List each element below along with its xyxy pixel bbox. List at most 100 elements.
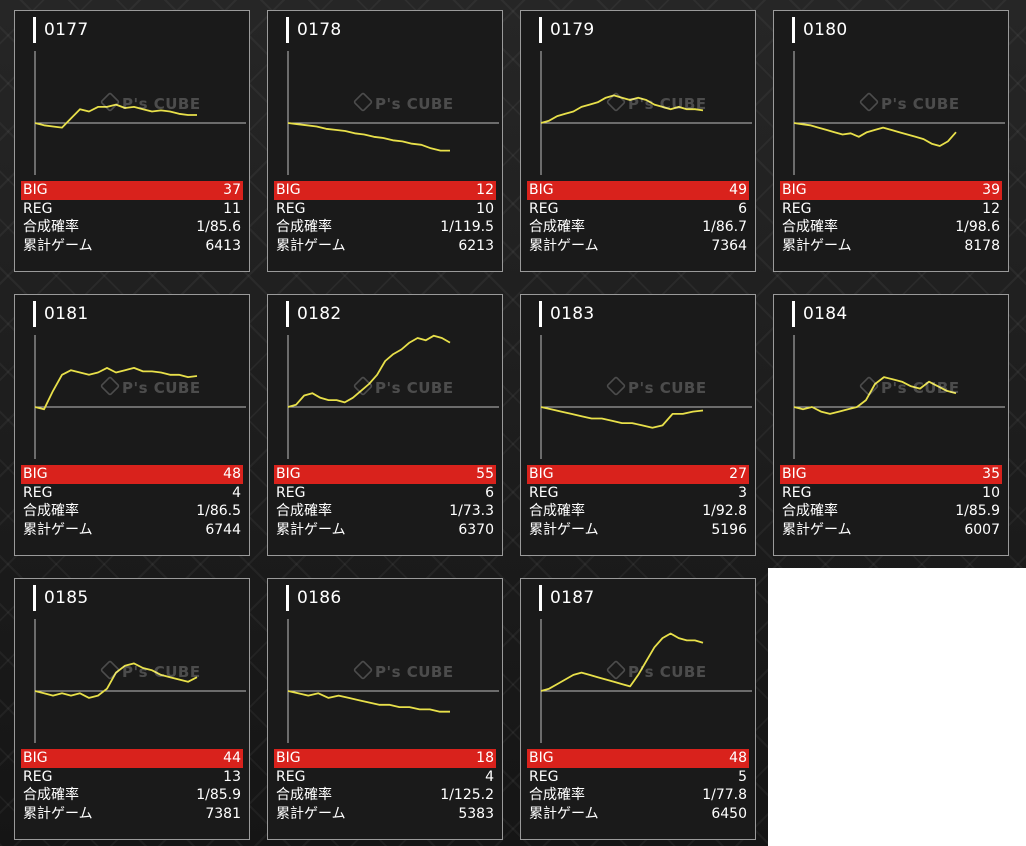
- reg-value: 4: [485, 768, 494, 785]
- rate-value: 1/73.3: [449, 503, 494, 519]
- cube-icon: [352, 91, 374, 113]
- machine-card[interactable]: 0186 P's CUBE BIG 18 REG 4 合成確率 1/125.2 累計ゲーム 538…: [267, 578, 503, 840]
- rate-label: 合成確率: [529, 219, 585, 235]
- games-label: 累計ゲーム: [782, 521, 852, 538]
- reg-label: REG: [276, 484, 306, 501]
- games-row: 累計ゲーム 6450: [527, 805, 749, 824]
- big-row: BIG 48: [527, 749, 749, 768]
- trend-chart: P's CUBE: [535, 615, 753, 745]
- trend-chart: P's CUBE: [29, 47, 247, 177]
- rate-value: 1/125.2: [440, 787, 494, 803]
- big-label: BIG: [529, 750, 554, 766]
- games-label: 累計ゲーム: [529, 805, 599, 822]
- watermark-logo: P's CUBE: [605, 369, 707, 409]
- reg-row: REG 10: [274, 200, 496, 219]
- watermark-label: P's CUBE: [122, 663, 201, 681]
- watermark-logo: P's CUBE: [99, 85, 201, 125]
- big-row: BIG 48: [21, 465, 243, 484]
- big-value: 37: [223, 182, 241, 198]
- big-value: 49: [729, 182, 747, 198]
- big-label: BIG: [529, 182, 554, 198]
- big-label: BIG: [23, 750, 48, 766]
- watermark-label: P's CUBE: [375, 95, 454, 113]
- trend-line: [793, 122, 957, 147]
- trend-chart-svg: [793, 335, 1005, 459]
- big-row: BIG 37: [21, 181, 243, 200]
- reg-label: REG: [23, 484, 53, 501]
- games-label: 累計ゲーム: [782, 237, 852, 254]
- big-value: 12: [476, 182, 494, 198]
- rate-label: 合成確率: [529, 503, 585, 519]
- machine-card[interactable]: 0182 P's CUBE BIG 55 REG 6 合成確率 1/73.3 累計ゲーム 6370: [267, 294, 503, 556]
- watermark-logo: P's CUBE: [352, 85, 454, 125]
- games-value: 6370: [458, 521, 494, 538]
- rate-label: 合成確率: [276, 787, 332, 803]
- machine-card[interactable]: 0177 P's CUBE BIG 37 REG 11 合成確率 1/85.6 累計ゲーム 641…: [14, 10, 250, 272]
- machine-card[interactable]: 0178 P's CUBE BIG 12 REG 10 合成確率 1/119.5 累計ゲーム 62…: [267, 10, 503, 272]
- machine-card[interactable]: 0179 P's CUBE BIG 49 REG 6 合成確率 1/86.7 累計ゲーム 7364: [520, 10, 756, 272]
- watermark-logo: P's CUBE: [352, 653, 454, 693]
- watermark-label: P's CUBE: [375, 663, 454, 681]
- big-row: BIG 12: [274, 181, 496, 200]
- cube-icon: [605, 375, 627, 397]
- trend-line: [34, 103, 197, 129]
- games-row: 累計ゲーム 6413: [21, 237, 243, 256]
- rate-row: 合成確率 1/98.6: [780, 218, 1002, 237]
- stats-table: BIG 18 REG 4 合成確率 1/125.2 累計ゲーム 5383: [274, 749, 496, 823]
- machine-card[interactable]: 0187 P's CUBE BIG 48 REG 5 合成確率 1/77.8 累計ゲーム 6450: [520, 578, 756, 840]
- big-value: 55: [476, 466, 494, 482]
- reg-value: 12: [982, 200, 1000, 217]
- big-value: 27: [729, 466, 747, 482]
- big-row: BIG 55: [274, 465, 496, 484]
- big-value: 18: [476, 750, 494, 766]
- reg-row: REG 6: [274, 484, 496, 503]
- big-label: BIG: [529, 466, 554, 482]
- rate-value: 1/119.5: [440, 219, 494, 235]
- machine-number: 0185: [33, 585, 88, 611]
- watermark-logo: P's CUBE: [99, 369, 201, 409]
- games-label: 累計ゲーム: [276, 521, 346, 538]
- big-row: BIG 49: [527, 181, 749, 200]
- reg-value: 10: [476, 200, 494, 217]
- watermark-label: P's CUBE: [375, 379, 454, 397]
- games-value: 8178: [964, 237, 1000, 254]
- cube-icon: [858, 375, 880, 397]
- reg-value: 11: [223, 200, 241, 217]
- stats-table: BIG 49 REG 6 合成確率 1/86.7 累計ゲーム 7364: [527, 181, 749, 255]
- trend-line: [540, 632, 704, 692]
- watermark-text: P's CUBE: [352, 375, 454, 397]
- reg-value: 6: [485, 484, 494, 501]
- stats-table: BIG 37 REG 11 合成確率 1/85.6 累計ゲーム 6413: [21, 181, 243, 255]
- trend-chart-svg: [287, 51, 499, 175]
- trend-chart-svg: [793, 51, 1005, 175]
- big-label: BIG: [276, 466, 301, 482]
- reg-row: REG 3: [527, 484, 749, 503]
- cube-icon: [605, 659, 627, 681]
- machine-card[interactable]: 0184 P's CUBE BIG 35 REG 10 合成確率 1/85.9 累計ゲーム 600…: [773, 294, 1009, 556]
- machine-number: 0182: [286, 301, 341, 327]
- stats-table: BIG 48 REG 5 合成確率 1/77.8 累計ゲーム 6450: [527, 749, 749, 823]
- rate-label: 合成確率: [23, 787, 79, 803]
- trend-chart-svg: [287, 334, 499, 459]
- reg-row: REG 6: [527, 200, 749, 219]
- rate-row: 合成確率 1/119.5: [274, 218, 496, 237]
- machine-card[interactable]: 0180 P's CUBE BIG 39 REG 12 合成確率 1/98.6 累計ゲーム 817…: [773, 10, 1009, 272]
- games-row: 累計ゲーム 5383: [274, 805, 496, 824]
- reg-label: REG: [276, 768, 306, 785]
- trend-line: [287, 122, 450, 152]
- games-row: 累計ゲーム 5196: [527, 521, 749, 540]
- rate-value: 1/92.8: [702, 503, 747, 519]
- watermark-logo: P's CUBE: [99, 653, 201, 693]
- big-label: BIG: [276, 750, 301, 766]
- cube-icon: [352, 375, 374, 397]
- rate-value: 1/85.9: [955, 503, 1000, 519]
- machine-number: 0177: [33, 17, 88, 43]
- machine-card[interactable]: 0185 P's CUBE BIG 44 REG 13 合成確率 1/85.9 累計ゲーム 738…: [14, 578, 250, 840]
- cube-icon: [99, 375, 121, 397]
- trend-chart: P's CUBE: [788, 331, 1006, 461]
- games-label: 累計ゲーム: [276, 237, 346, 254]
- reg-label: REG: [23, 768, 53, 785]
- machine-card[interactable]: 0183 P's CUBE BIG 27 REG 3 合成確率 1/92.8 累計ゲーム 5196: [520, 294, 756, 556]
- machine-card[interactable]: 0181 P's CUBE BIG 48 REG 4 合成確率 1/86.5 累計ゲーム 6744: [14, 294, 250, 556]
- big-value: 35: [982, 466, 1000, 482]
